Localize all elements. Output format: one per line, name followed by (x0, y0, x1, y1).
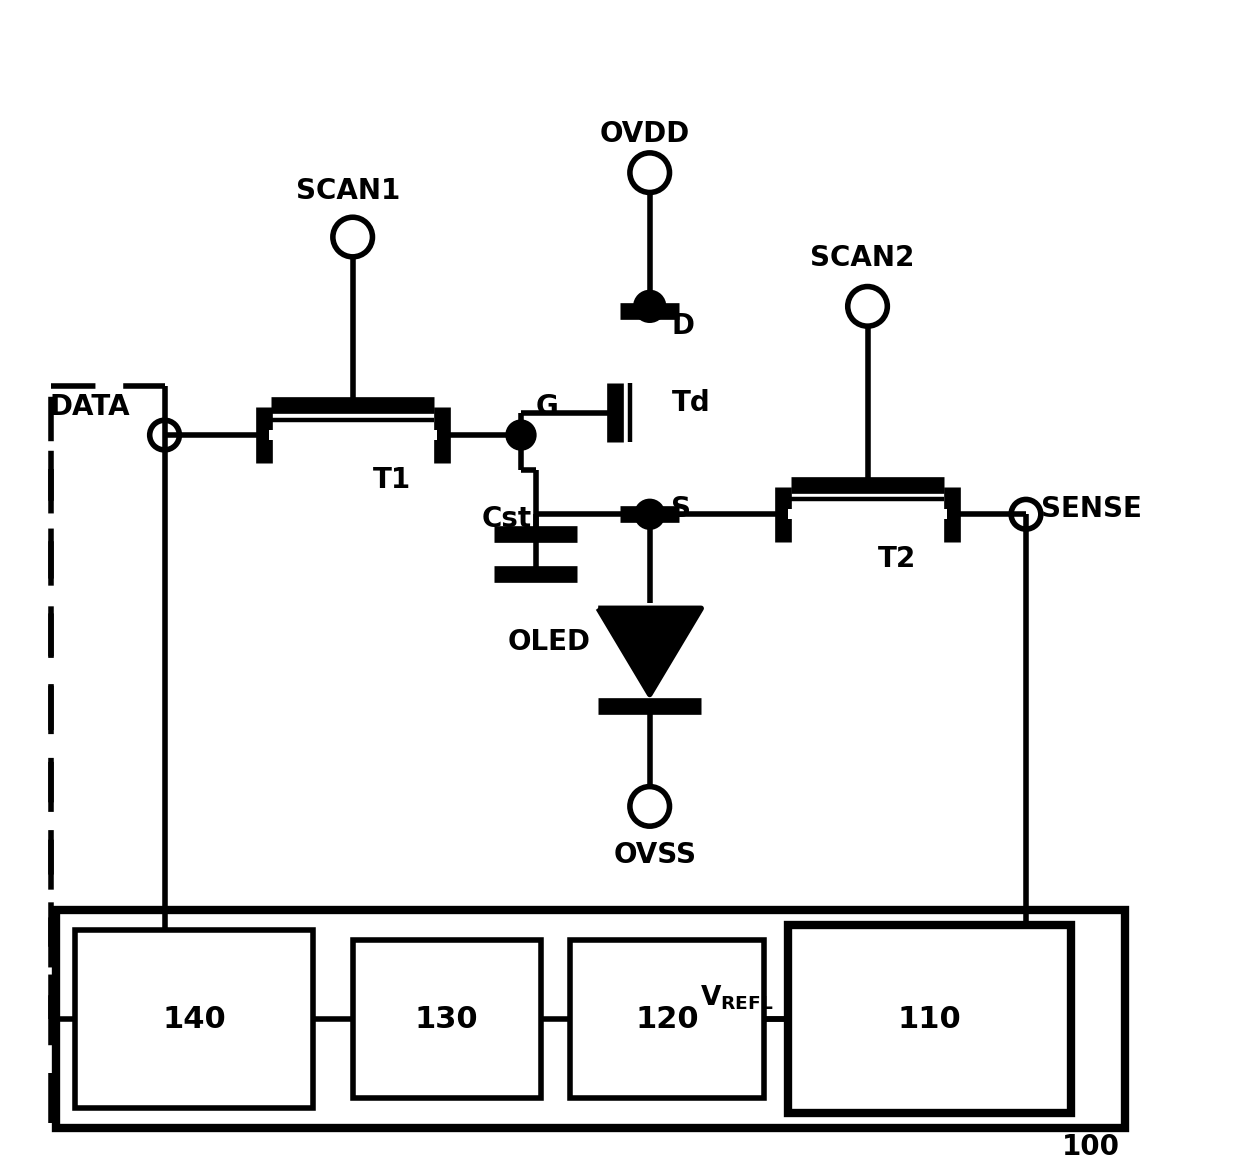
Text: S: S (672, 495, 692, 523)
Text: 100: 100 (1061, 1133, 1120, 1161)
Bar (570, 940, 764, 1098)
Text: OVDD: OVDD (600, 120, 689, 148)
Bar (789, 925, 1070, 1113)
Text: OLED: OLED (507, 627, 590, 655)
Text: V$_{\mathbf{REFL}}$: V$_{\mathbf{REFL}}$ (701, 983, 774, 1011)
Text: DATA: DATA (50, 394, 130, 422)
Text: D: D (672, 312, 694, 340)
Bar (56, 910, 1125, 1128)
Text: Cst: Cst (481, 506, 532, 534)
Text: SCAN1: SCAN1 (295, 178, 399, 206)
Text: 120: 120 (635, 1004, 699, 1034)
Text: 140: 140 (162, 1004, 226, 1034)
Text: 130: 130 (415, 1004, 479, 1034)
Text: T1: T1 (372, 466, 410, 494)
Text: OVSS: OVSS (613, 841, 696, 869)
Polygon shape (598, 609, 701, 695)
Circle shape (508, 422, 534, 449)
Text: G: G (536, 394, 558, 422)
Circle shape (637, 501, 662, 527)
Text: 110: 110 (898, 1004, 961, 1034)
Text: T2: T2 (878, 544, 915, 572)
Text: SENSE: SENSE (1040, 495, 1142, 523)
Text: Td: Td (672, 389, 711, 417)
Bar (76, 930, 312, 1108)
Circle shape (636, 292, 663, 320)
Text: SCAN2: SCAN2 (811, 244, 915, 272)
Bar (352, 940, 541, 1098)
